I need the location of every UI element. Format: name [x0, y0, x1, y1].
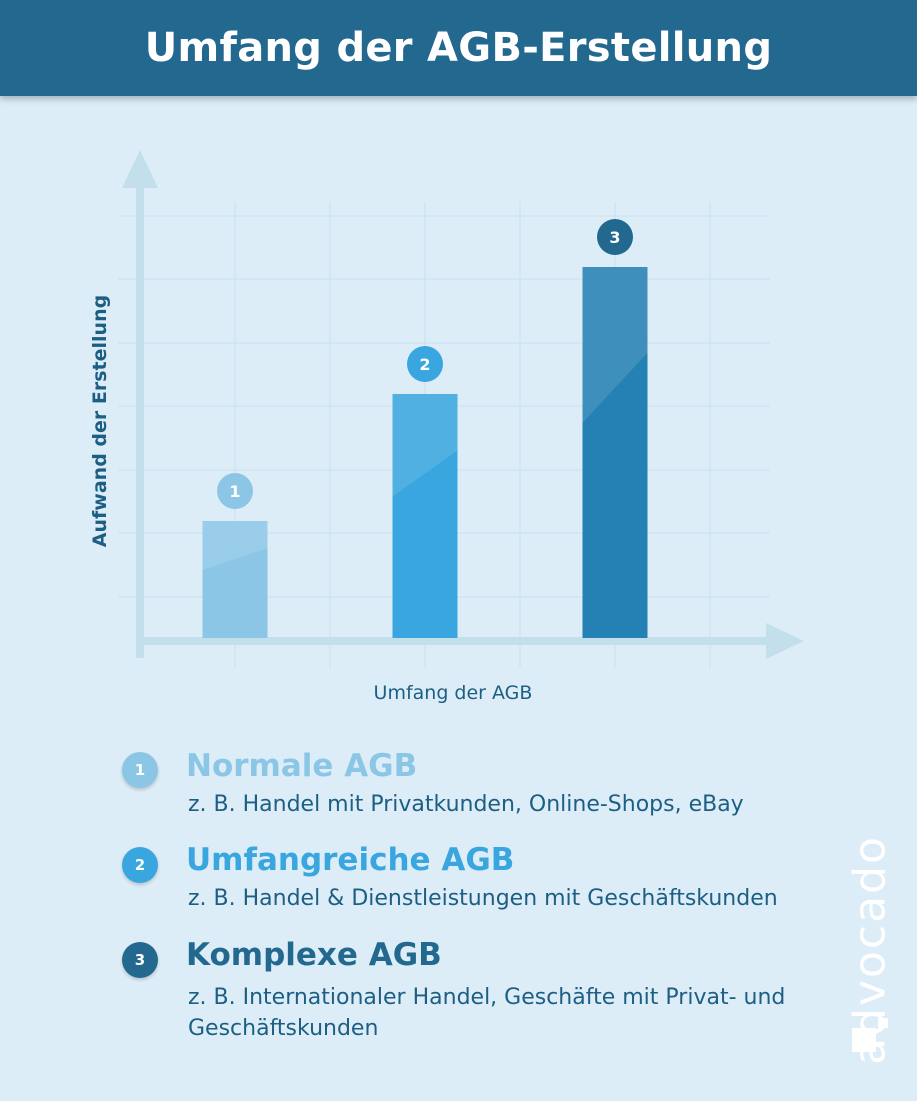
bar-gloss-1 — [202, 521, 268, 571]
bar-3 — [582, 267, 648, 638]
bar-label-3: 3 — [609, 228, 620, 247]
legend-title-3: Komplexe AGB — [186, 937, 442, 973]
bar-label-2: 2 — [419, 355, 430, 374]
legend-desc-3: z. B. Internationaler Handel, Geschäfte … — [188, 985, 786, 1041]
chart-axes — [122, 150, 804, 659]
legend-title-1: Normale AGB — [186, 748, 418, 784]
legend-title-2: Umfangreiche AGB — [186, 842, 515, 878]
x-axis-label: Umfang der AGB — [374, 682, 533, 704]
legend-badge-3: 3 — [122, 942, 158, 978]
x-axis-line — [136, 637, 776, 645]
y-axis-line — [136, 180, 144, 658]
page-title: Umfang der AGB-Erstellung — [144, 25, 773, 71]
bar-chart: 1 2 3 Umfang der AGB Aufwand der Erstellung — [89, 150, 804, 704]
chart-labels: 1 2 3 Umfang der AGB Aufwand der Erstellung — [89, 219, 633, 704]
page-header: Umfang der AGB-Erstellung — [0, 0, 917, 96]
x-axis-arrow — [766, 623, 804, 659]
advocado-logo-icon — [852, 1018, 888, 1052]
legend-desc-1: z. B. Handel mit Privatkunden, Online-Sh… — [188, 792, 744, 817]
y-axis-arrow — [122, 150, 158, 188]
chart-bars — [202, 267, 648, 638]
legend-badge-1: 1 — [122, 752, 158, 788]
bar-badge-1 — [217, 473, 253, 509]
bar-label-1: 1 — [229, 482, 240, 501]
bar-badge-3 — [597, 219, 633, 255]
y-axis-label: Aufwand der Erstellung — [89, 295, 111, 547]
bar-gloss-3 — [582, 267, 648, 423]
legend-desc-2: z. B. Handel & Dienstleistungen mit Gesc… — [188, 886, 778, 911]
bar-badge-2 — [407, 346, 443, 382]
bar-1 — [202, 521, 268, 638]
bar-gloss-2 — [392, 394, 458, 497]
bar-2 — [392, 394, 458, 638]
legend-badge-2: 2 — [122, 847, 158, 883]
